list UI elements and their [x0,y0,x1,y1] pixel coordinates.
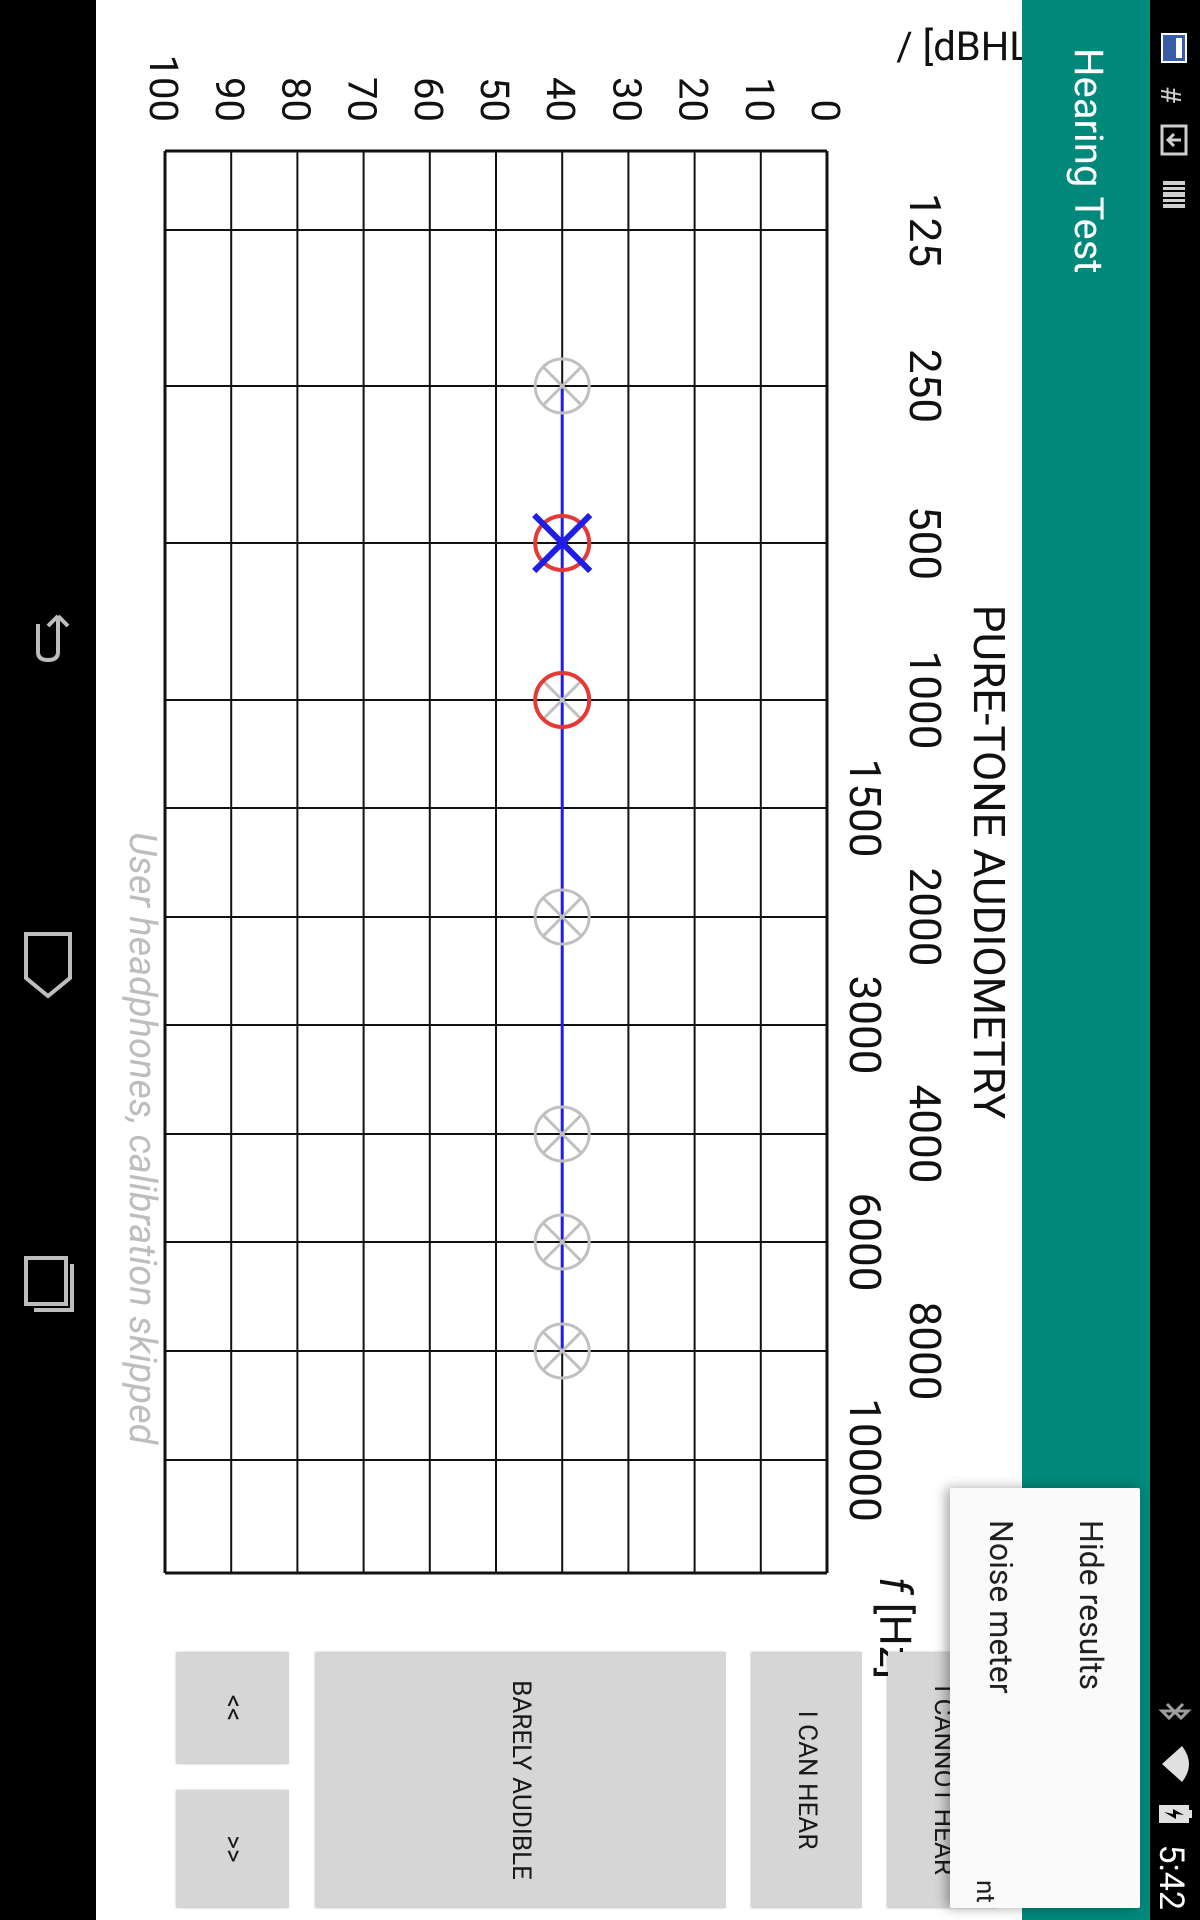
menu-bleed-text: nt [970,1880,1000,1903]
recent-apps-icon[interactable] [18,1248,78,1312]
x-tick-label: 8000 [899,1302,951,1401]
next-button[interactable]: >> [177,1790,289,1908]
home-icon[interactable] [18,930,78,999]
y-tick-label: 60 [405,77,452,122]
barcode-icon [1149,177,1191,211]
hash-icon: # [1154,86,1187,104]
chart-title: PURE-TONE AUDIOMETRY [963,605,1015,1120]
y-tick-label: 90 [206,77,253,122]
calibration-note-text: User headphones, calibration skipped [120,832,164,1445]
download-icon [1149,123,1191,157]
y-tick-label: 30 [603,77,650,122]
app-title: Hearing Test [1065,48,1112,274]
pending-marker-cross [541,678,584,722]
pending-marker-circle [533,1105,591,1163]
pending-marker-circle [533,888,591,946]
x-tick-label: 1500 [839,759,891,858]
status-bar: # 5:42 [1150,0,1200,1920]
previous-button[interactable]: << [177,1652,289,1764]
back-icon[interactable] [18,604,78,664]
content-area: PURE-TONE AUDIOMETRY 125 250 500 1000 2000 400… [96,0,1022,1920]
x-tick-label: 6000 [839,1193,891,1292]
pending-marker-cross [541,895,584,939]
y-tick-label: 80 [272,77,319,122]
overflow-menu: Hide results Noise meter [950,1488,1140,1908]
pending-marker-circle [533,1213,591,1271]
pending-marker-circle [533,357,591,415]
x-tick-label: 3000 [839,976,891,1075]
calibration-note: User headphones, calibration skipped [120,832,164,1444]
left-ear-marker [532,512,593,574]
y-tick-label: 20 [670,77,717,122]
navigation-bar [0,0,96,1920]
y-tick-label: 50 [471,77,518,122]
menu-item-noise-meter[interactable]: Noise meter [982,1520,1020,1694]
bluetooth-icon [1150,1696,1192,1726]
audiogram-chart[interactable]: PURE-TONE AUDIOMETRY12525050010002000400… [96,0,1022,1920]
x-tick-label: 4000 [899,1085,951,1184]
pending-marker-circle [533,1322,591,1380]
y-tick-label: 0 [802,100,849,122]
wifi-icon [1150,1744,1192,1784]
pending-marker-cross [541,1329,584,1373]
i-can-hear-button[interactable]: I CAN HEAR [752,1652,862,1908]
right-ear-marker [533,514,592,572]
x-tick-label: 1000 [899,651,951,750]
y-axis-label: / [dBHL] / [896,23,1022,70]
clock: 5:42 [1151,1844,1191,1910]
y-tick-label: 70 [339,77,386,122]
barely-audible-button[interactable]: BARELY AUDIBLE [316,1652,726,1908]
x-tick-label: 500 [899,506,951,580]
right-ear-marker [533,671,592,729]
notification-icon [1148,30,1192,66]
x-tick-label: 10000 [839,1398,891,1522]
x-tick-label: 2000 [899,868,951,967]
pending-marker-cross [541,1112,584,1156]
y-tick-label: 100 [140,55,187,122]
x-tick-label: 125 [899,193,951,267]
y-tick-label: 40 [537,77,584,122]
y-tick-label: 10 [736,77,783,122]
x-tick-label: 250 [899,349,951,423]
menu-item-hide-results[interactable]: Hide results [1072,1520,1110,1690]
pending-marker-cross [541,1220,584,1264]
battery-icon [1148,1802,1194,1826]
pending-marker-cross [541,364,584,408]
